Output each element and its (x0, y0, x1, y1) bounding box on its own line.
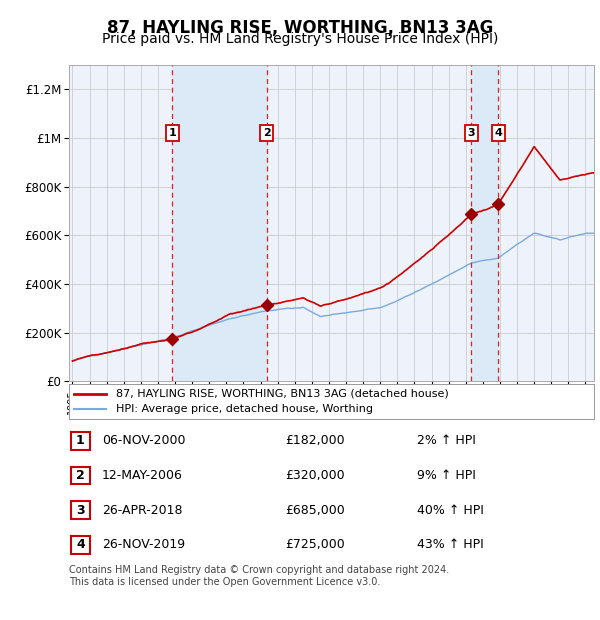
Text: 12-MAY-2006: 12-MAY-2006 (102, 469, 183, 482)
Bar (471, 65, 498, 381)
Text: 87, HAYLING RISE, WORTHING, BN13 3AG (detached house): 87, HAYLING RISE, WORTHING, BN13 3AG (de… (116, 389, 449, 399)
Text: 40% ↑ HPI: 40% ↑ HPI (417, 504, 484, 516)
Text: 3: 3 (467, 128, 475, 138)
Text: £320,000: £320,000 (285, 469, 344, 482)
Text: 3: 3 (76, 504, 85, 516)
Text: 06-NOV-2000: 06-NOV-2000 (102, 435, 185, 447)
Text: 2: 2 (76, 469, 85, 482)
Bar (71, 502, 90, 519)
Text: HPI: Average price, detached house, Worthing: HPI: Average price, detached house, Wort… (116, 404, 373, 414)
Bar (71, 536, 90, 554)
Text: Contains HM Land Registry data © Crown copyright and database right 2024.
This d: Contains HM Land Registry data © Crown c… (69, 565, 449, 587)
Text: 2% ↑ HPI: 2% ↑ HPI (417, 435, 476, 447)
Text: 9% ↑ HPI: 9% ↑ HPI (417, 469, 476, 482)
Text: 4: 4 (76, 539, 85, 551)
Bar (71, 467, 90, 484)
Text: 26-NOV-2019: 26-NOV-2019 (102, 539, 185, 551)
Text: £685,000: £685,000 (285, 504, 345, 516)
Text: 4: 4 (494, 128, 502, 138)
Text: 43% ↑ HPI: 43% ↑ HPI (417, 539, 484, 551)
Text: 26-APR-2018: 26-APR-2018 (102, 504, 182, 516)
Bar (71, 432, 90, 450)
Text: £725,000: £725,000 (285, 539, 345, 551)
Text: 2: 2 (263, 128, 271, 138)
Text: 87, HAYLING RISE, WORTHING, BN13 3AG: 87, HAYLING RISE, WORTHING, BN13 3AG (107, 19, 493, 37)
Bar (172, 65, 266, 381)
Text: 1: 1 (169, 128, 176, 138)
Text: 1: 1 (76, 435, 85, 447)
Text: Price paid vs. HM Land Registry's House Price Index (HPI): Price paid vs. HM Land Registry's House … (102, 32, 498, 46)
Text: £182,000: £182,000 (285, 435, 344, 447)
